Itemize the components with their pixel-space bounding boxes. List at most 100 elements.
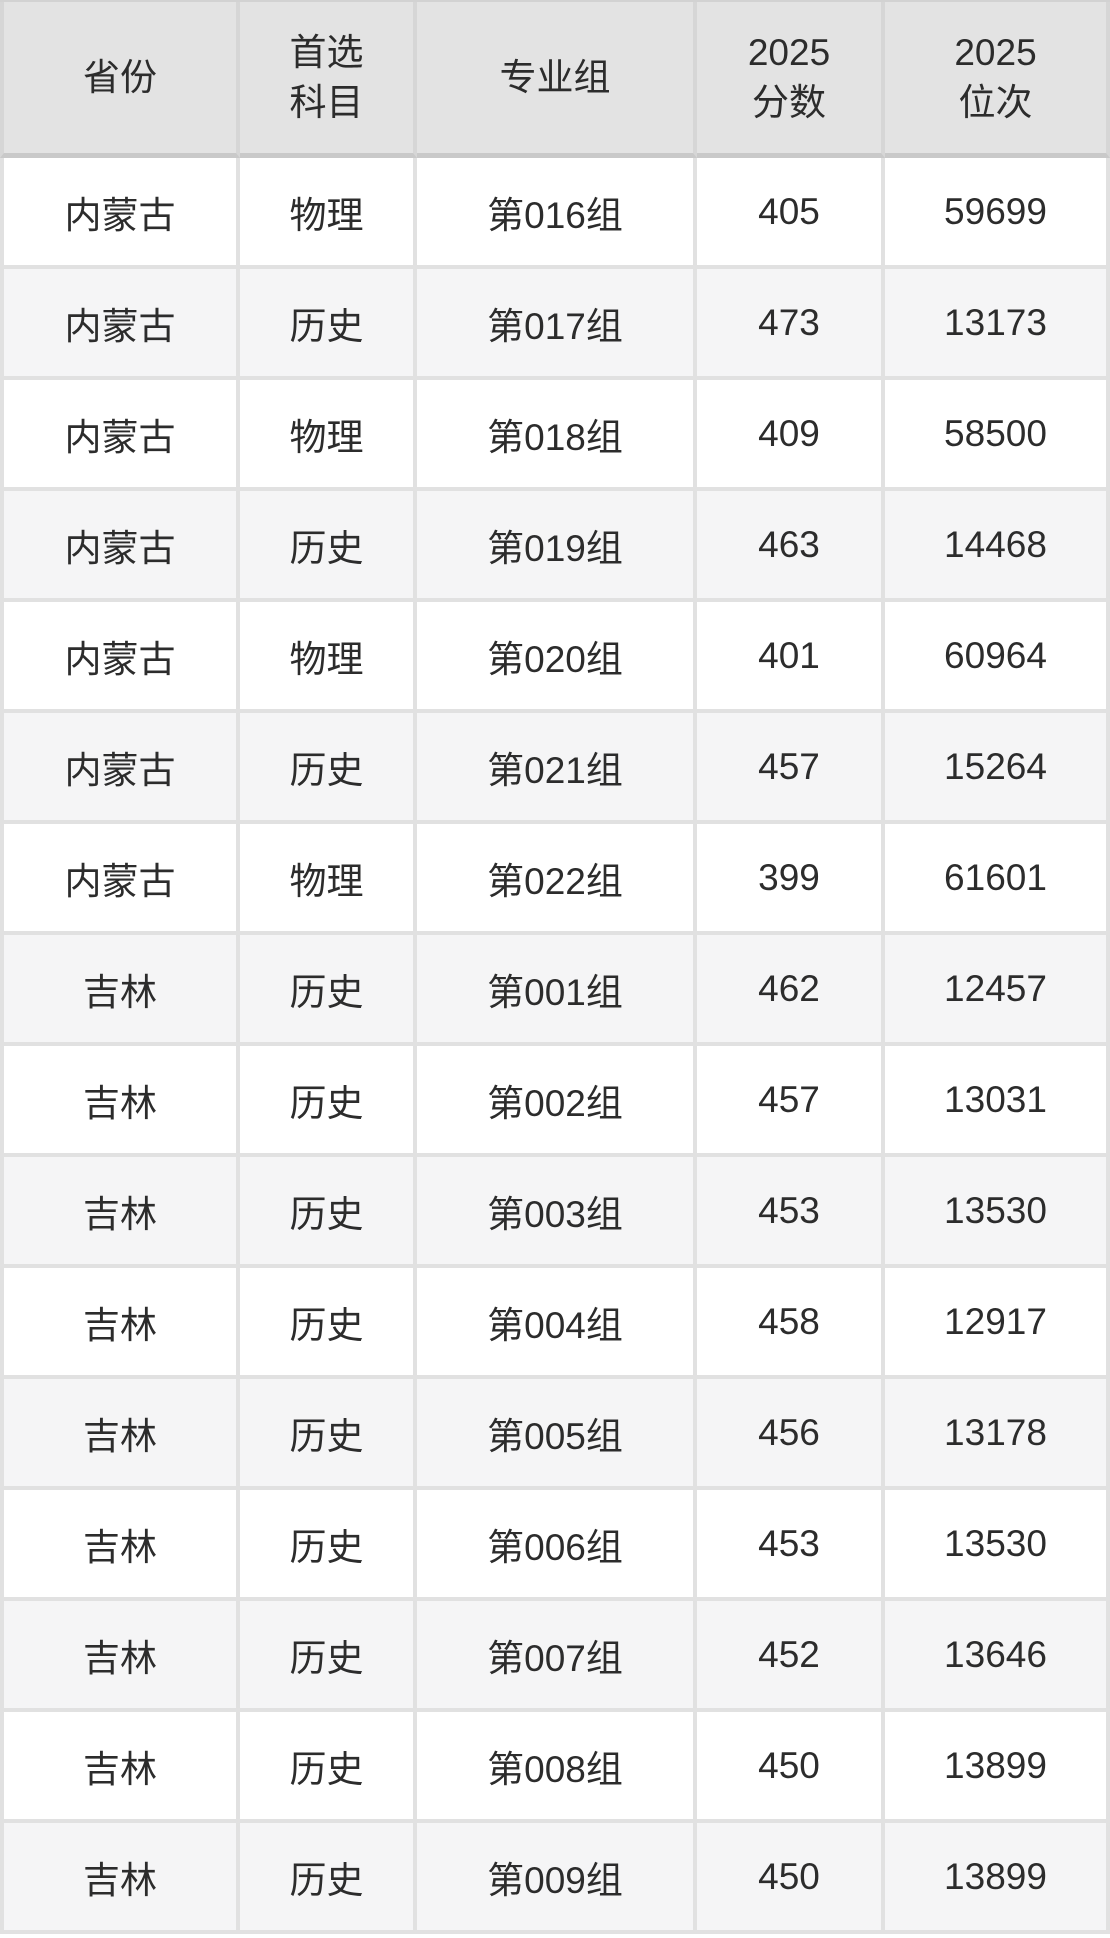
cell-rank-2025: 13173	[885, 269, 1110, 380]
table-row: 内蒙古 物理 第016组 405 59699	[0, 158, 1110, 269]
cell-rank-2025: 59699	[885, 158, 1110, 269]
cell-rank-2025: 13031	[885, 1046, 1110, 1157]
cell-score-2025: 399	[697, 824, 885, 935]
cell-subject: 历史	[240, 1823, 417, 1934]
cell-score-2025: 409	[697, 380, 885, 491]
column-header-rank-2025: 2025 位次	[885, 2, 1110, 158]
cell-group: 第001组	[417, 935, 697, 1046]
cell-subject: 历史	[240, 1379, 417, 1490]
cell-rank-2025: 13899	[885, 1712, 1110, 1823]
cell-score-2025: 450	[697, 1823, 885, 1934]
cell-group: 第017组	[417, 269, 697, 380]
table-row: 吉林 历史 第004组 458 12917	[0, 1268, 1110, 1379]
cell-score-2025: 452	[697, 1601, 885, 1712]
cell-subject: 历史	[240, 1157, 417, 1268]
cell-score-2025: 405	[697, 158, 885, 269]
cell-subject: 历史	[240, 1268, 417, 1379]
cell-score-2025: 473	[697, 269, 885, 380]
cell-province: 内蒙古	[0, 602, 240, 713]
cell-rank-2025: 13178	[885, 1379, 1110, 1490]
cell-rank-2025: 60964	[885, 602, 1110, 713]
cell-rank-2025: 58500	[885, 380, 1110, 491]
cell-group: 第021组	[417, 713, 697, 824]
cell-province: 吉林	[0, 1712, 240, 1823]
table-row: 内蒙古 历史 第019组 463 14468	[0, 491, 1110, 602]
table-row: 内蒙古 物理 第020组 401 60964	[0, 602, 1110, 713]
cell-rank-2025: 12917	[885, 1268, 1110, 1379]
cell-score-2025: 453	[697, 1490, 885, 1601]
cell-score-2025: 462	[697, 935, 885, 1046]
cell-subject: 历史	[240, 935, 417, 1046]
table-header: 省份 首选 科目 专业组 2025 分数 2025 位次	[0, 2, 1110, 158]
table-row: 内蒙古 物理 第018组 409 58500	[0, 380, 1110, 491]
cell-province: 内蒙古	[0, 824, 240, 935]
cell-province: 内蒙古	[0, 380, 240, 491]
cell-score-2025: 456	[697, 1379, 885, 1490]
cell-group: 第009组	[417, 1823, 697, 1934]
cell-subject: 历史	[240, 269, 417, 380]
table-row: 内蒙古 物理 第022组 399 61601	[0, 824, 1110, 935]
cell-rank-2025: 13530	[885, 1490, 1110, 1601]
cell-group: 第004组	[417, 1268, 697, 1379]
cell-group: 第007组	[417, 1601, 697, 1712]
cell-province: 吉林	[0, 1046, 240, 1157]
cell-score-2025: 458	[697, 1268, 885, 1379]
cell-group: 第018组	[417, 380, 697, 491]
cell-subject: 历史	[240, 713, 417, 824]
cell-province: 吉林	[0, 1379, 240, 1490]
cell-rank-2025: 14468	[885, 491, 1110, 602]
cell-group: 第003组	[417, 1157, 697, 1268]
table-row: 吉林 历史 第006组 453 13530	[0, 1490, 1110, 1601]
table-body: 内蒙古 物理 第016组 405 59699 内蒙古 历史 第017组 473 13173 内蒙古物…	[0, 158, 1110, 1934]
cell-subject: 历史	[240, 1712, 417, 1823]
table-row: 吉林 历史 第001组 462 12457	[0, 935, 1110, 1046]
column-header-subject: 首选 科目	[240, 2, 417, 158]
cell-subject: 历史	[240, 1490, 417, 1601]
cell-group: 第016组	[417, 158, 697, 269]
cell-subject: 物理	[240, 824, 417, 935]
cell-province: 内蒙古	[0, 491, 240, 602]
table-row: 吉林 历史 第008组 450 13899	[0, 1712, 1110, 1823]
column-header-score-2025: 2025 分数	[697, 2, 885, 158]
cell-province: 吉林	[0, 1268, 240, 1379]
cell-rank-2025: 13646	[885, 1601, 1110, 1712]
cell-score-2025: 463	[697, 491, 885, 602]
cell-score-2025: 453	[697, 1157, 885, 1268]
cell-subject: 历史	[240, 1601, 417, 1712]
cell-province: 内蒙古	[0, 269, 240, 380]
cell-subject: 历史	[240, 491, 417, 602]
cell-group: 第008组	[417, 1712, 697, 1823]
cell-province: 吉林	[0, 1823, 240, 1934]
cell-group: 第020组	[417, 602, 697, 713]
cell-rank-2025: 13899	[885, 1823, 1110, 1934]
table-row: 吉林 历史 第009组 450 13899	[0, 1823, 1110, 1934]
cell-group: 第005组	[417, 1379, 697, 1490]
cell-province: 内蒙古	[0, 713, 240, 824]
cell-province: 吉林	[0, 1490, 240, 1601]
table-row: 内蒙古 历史 第021组 457 15264	[0, 713, 1110, 824]
cell-group: 第019组	[417, 491, 697, 602]
cell-province: 吉林	[0, 1157, 240, 1268]
header-row: 省份 首选 科目 专业组 2025 分数 2025 位次	[0, 2, 1110, 158]
cell-province: 内蒙古	[0, 158, 240, 269]
table-row: 内蒙古 历史 第017组 473 13173	[0, 269, 1110, 380]
table-row: 吉林 历史 第005组 456 13178	[0, 1379, 1110, 1490]
cell-rank-2025: 61601	[885, 824, 1110, 935]
cell-province: 吉林	[0, 935, 240, 1046]
column-header-province: 省份	[0, 2, 240, 158]
cell-group: 第022组	[417, 824, 697, 935]
cell-subject: 物理	[240, 158, 417, 269]
cell-rank-2025: 13530	[885, 1157, 1110, 1268]
cell-subject: 物理	[240, 602, 417, 713]
table-row: 吉林 历史 第002组 457 13031	[0, 1046, 1110, 1157]
table-row: 吉林 历史 第003组 453 13530	[0, 1157, 1110, 1268]
cell-group: 第006组	[417, 1490, 697, 1601]
cell-rank-2025: 12457	[885, 935, 1110, 1046]
table-row: 吉林 历史 第007组 452 13646	[0, 1601, 1110, 1712]
cell-score-2025: 450	[697, 1712, 885, 1823]
cell-group: 第002组	[417, 1046, 697, 1157]
cell-rank-2025: 15264	[885, 713, 1110, 824]
cell-subject: 历史	[240, 1046, 417, 1157]
